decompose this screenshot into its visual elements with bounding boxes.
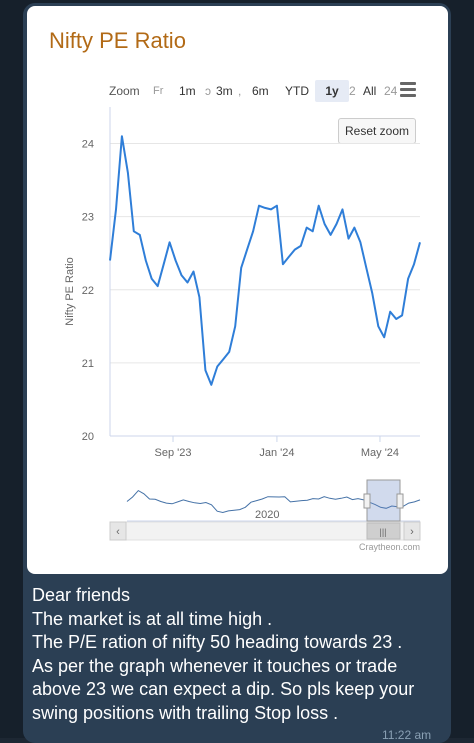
message-line: swing positions with trailing Stop loss … [32,702,339,723]
y-tick-label: 24 [82,139,94,151]
range-fragment-fr: Fr [153,85,164,97]
y-tick-label: 21 [82,358,94,370]
message-line: Dear friends [32,585,131,605]
range-button-6m[interactable]: 6m [252,84,269,98]
chevron-right-icon[interactable]: › [410,526,414,538]
navigator-axis-label: 2020 [255,509,279,521]
message-line: above 23 we can expect a dip. So pls kee… [32,679,415,699]
message-line: As per the graph whenever it touches or … [32,655,398,676]
y-tick-label: 20 [82,431,94,443]
hamburger-menu-icon[interactable] [400,82,416,98]
scrollbar-right-button[interactable] [403,521,421,541]
range-button-ytd[interactable]: YTD [285,84,309,98]
series-line[interactable] [109,135,421,386]
chart-title: Nifty PE Ratio [49,28,186,53]
chart-plot: 20 21 22 23 24 Nifty PE Ratio Sep '23 Jan '24 Ma… [64,107,421,541]
navigator-handle-right[interactable] [396,493,404,509]
scrollbar-left-button[interactable] [109,521,127,541]
message-line: The P/E ration of nifty 50 heading towar… [32,632,403,652]
navigator-series-line [126,489,421,514]
range-button-1m[interactable]: 1m [179,84,196,98]
x-tick-label: Jan '24 [259,447,294,459]
range-button-3m[interactable]: 3m [216,84,233,98]
range-fragment-a: ɔ [205,84,211,98]
message-text: Dear friends The market is at all time h… [32,584,444,725]
range-button-all[interactable]: All [363,84,377,98]
scrollbar-thumb[interactable] [366,522,401,540]
range-fragment-b: , [238,84,242,98]
chart-credit[interactable]: Craytheon.com [358,542,420,552]
y-tick-label: 22 [82,285,94,297]
navigator-handle-left[interactable] [363,493,371,509]
x-tick-label: May '24 [361,447,399,459]
range-button-1y[interactable]: 1y [315,80,349,102]
reset-zoom-button[interactable]: Reset zoom [338,118,417,144]
scrollbar-grip-icon: ||| [379,527,386,537]
navigator-selected-range[interactable] [366,479,401,522]
range-fragment-c: 2 [349,84,356,98]
x-tick-label: Sep '23 [155,447,192,459]
chevron-left-icon[interactable]: ‹ [116,526,120,538]
y-tick-label: 23 [82,212,94,224]
message-timestamp: 11:22 am [382,728,432,742]
zoom-label: Zoom [109,84,140,98]
range-fragment-d: 24 [384,84,398,98]
message-line: The market is at all time high . [32,608,273,629]
y-axis-title: Nifty PE Ratio [64,257,76,325]
chart-image-card[interactable]: Nifty PE Ratio Zoom Fr 1m ɔ 3m , 6m YTD … [27,6,448,574]
